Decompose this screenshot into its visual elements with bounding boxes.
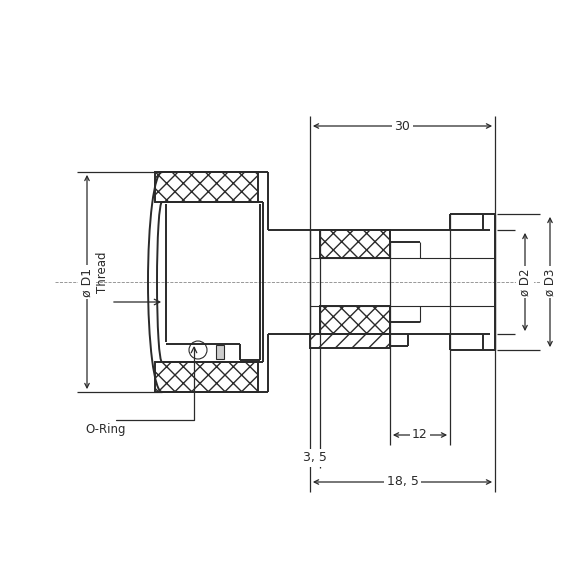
Text: 12: 12 <box>412 428 428 442</box>
Bar <box>155 362 258 392</box>
Text: ø D2: ø D2 <box>519 268 531 296</box>
Text: Thread: Thread <box>97 251 109 293</box>
Text: O-Ring: O-Ring <box>85 424 126 436</box>
Text: 18, 5: 18, 5 <box>386 475 418 488</box>
Bar <box>320 306 390 334</box>
Text: 3, 5: 3, 5 <box>303 452 327 464</box>
Bar <box>310 334 390 348</box>
Bar <box>155 172 258 202</box>
Text: ø D1: ø D1 <box>80 268 94 297</box>
Bar <box>320 230 390 258</box>
Text: 30: 30 <box>395 119 410 133</box>
Text: ø D3: ø D3 <box>544 268 556 296</box>
Bar <box>216 345 224 359</box>
